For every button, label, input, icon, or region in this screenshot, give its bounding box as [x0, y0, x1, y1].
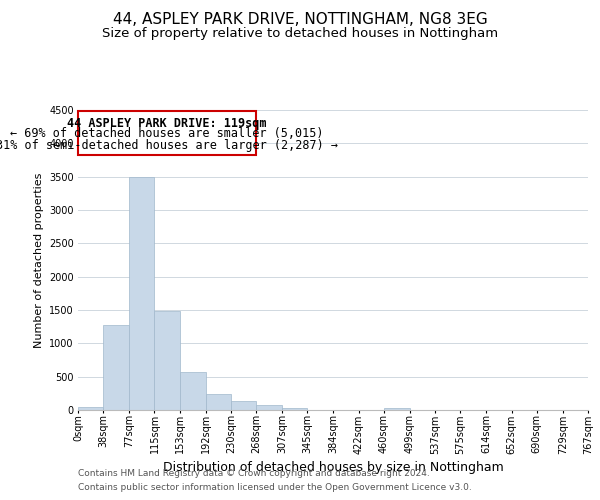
Text: 44, ASPLEY PARK DRIVE, NOTTINGHAM, NG8 3EG: 44, ASPLEY PARK DRIVE, NOTTINGHAM, NG8 3…: [113, 12, 487, 28]
Bar: [256, 405, 282, 410]
Bar: [282, 408, 307, 410]
Bar: [206, 394, 231, 410]
X-axis label: Distribution of detached houses by size in Nottingham: Distribution of detached houses by size …: [163, 460, 503, 473]
Text: 31% of semi-detached houses are larger (2,287) →: 31% of semi-detached houses are larger (…: [0, 140, 338, 152]
Bar: [180, 372, 206, 410]
Text: 44 ASPLEY PARK DRIVE: 119sqm: 44 ASPLEY PARK DRIVE: 119sqm: [67, 118, 267, 130]
Y-axis label: Number of detached properties: Number of detached properties: [34, 172, 44, 348]
FancyBboxPatch shape: [79, 112, 256, 154]
Text: Contains HM Land Registry data © Crown copyright and database right 2024.: Contains HM Land Registry data © Crown c…: [78, 468, 430, 477]
Bar: [103, 326, 129, 410]
Bar: [384, 408, 410, 410]
Bar: [78, 406, 103, 410]
Bar: [231, 402, 256, 410]
Bar: [129, 176, 154, 410]
Bar: [154, 312, 180, 410]
Text: ← 69% of detached houses are smaller (5,015): ← 69% of detached houses are smaller (5,…: [10, 128, 324, 140]
Text: Contains public sector information licensed under the Open Government Licence v3: Contains public sector information licen…: [78, 484, 472, 492]
Text: Size of property relative to detached houses in Nottingham: Size of property relative to detached ho…: [102, 28, 498, 40]
